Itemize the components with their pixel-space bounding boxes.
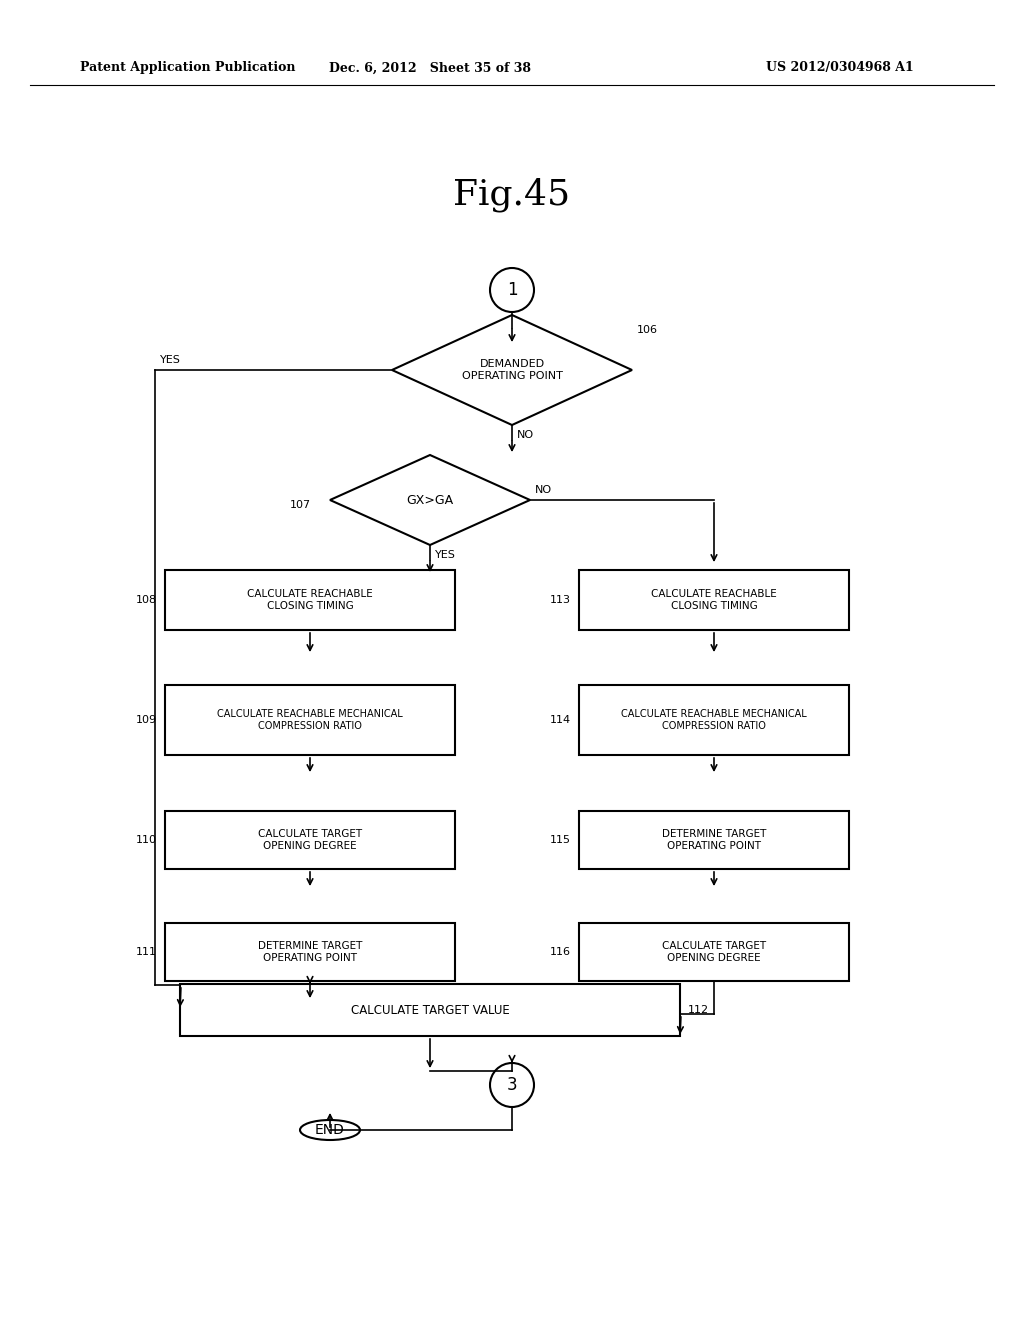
- Text: YES: YES: [435, 550, 456, 560]
- Text: CALCULATE REACHABLE MECHANICAL
COMPRESSION RATIO: CALCULATE REACHABLE MECHANICAL COMPRESSI…: [622, 709, 807, 731]
- Text: END: END: [315, 1123, 345, 1137]
- Text: 110: 110: [136, 836, 157, 845]
- Bar: [180, 983, 680, 1036]
- Text: CALCULATE TARGET VALUE: CALCULATE TARGET VALUE: [350, 1003, 509, 1016]
- Text: US 2012/0304968 A1: US 2012/0304968 A1: [766, 62, 913, 74]
- Bar: [165, 923, 455, 981]
- Text: CALCULATE REACHABLE
CLOSING TIMING: CALCULATE REACHABLE CLOSING TIMING: [247, 589, 373, 611]
- Text: CALCULATE TARGET
OPENING DEGREE: CALCULATE TARGET OPENING DEGREE: [662, 941, 766, 962]
- Text: 106: 106: [637, 325, 658, 335]
- Text: YES: YES: [160, 355, 181, 366]
- Text: DETERMINE TARGET
OPERATING POINT: DETERMINE TARGET OPERATING POINT: [662, 829, 766, 851]
- Text: NO: NO: [517, 430, 535, 440]
- Text: DETERMINE TARGET
OPERATING POINT: DETERMINE TARGET OPERATING POINT: [258, 941, 362, 962]
- Bar: [165, 570, 455, 630]
- Text: Fig.45: Fig.45: [454, 178, 570, 213]
- Text: 111: 111: [136, 946, 157, 957]
- Text: CALCULATE REACHABLE MECHANICAL
COMPRESSION RATIO: CALCULATE REACHABLE MECHANICAL COMPRESSI…: [217, 709, 402, 731]
- Text: 3: 3: [507, 1076, 517, 1094]
- Bar: [579, 570, 849, 630]
- Text: 109: 109: [136, 715, 157, 725]
- Text: NO: NO: [535, 484, 552, 495]
- Bar: [579, 685, 849, 755]
- Text: 116: 116: [550, 946, 571, 957]
- Text: GX>GA: GX>GA: [407, 494, 454, 507]
- Text: Patent Application Publication: Patent Application Publication: [80, 62, 296, 74]
- Bar: [579, 810, 849, 869]
- Text: DEMANDED
OPERATING POINT: DEMANDED OPERATING POINT: [462, 359, 562, 380]
- Text: CALCULATE TARGET
OPENING DEGREE: CALCULATE TARGET OPENING DEGREE: [258, 829, 362, 851]
- Text: CALCULATE REACHABLE
CLOSING TIMING: CALCULATE REACHABLE CLOSING TIMING: [651, 589, 777, 611]
- Text: 1: 1: [507, 281, 517, 300]
- Text: Dec. 6, 2012   Sheet 35 of 38: Dec. 6, 2012 Sheet 35 of 38: [329, 62, 531, 74]
- Text: 108: 108: [136, 595, 157, 605]
- Bar: [579, 923, 849, 981]
- Bar: [165, 810, 455, 869]
- Text: 107: 107: [290, 500, 311, 510]
- Text: 114: 114: [550, 715, 571, 725]
- Text: 113: 113: [550, 595, 571, 605]
- Bar: [165, 685, 455, 755]
- Text: 112: 112: [688, 1005, 710, 1015]
- Text: 115: 115: [550, 836, 571, 845]
